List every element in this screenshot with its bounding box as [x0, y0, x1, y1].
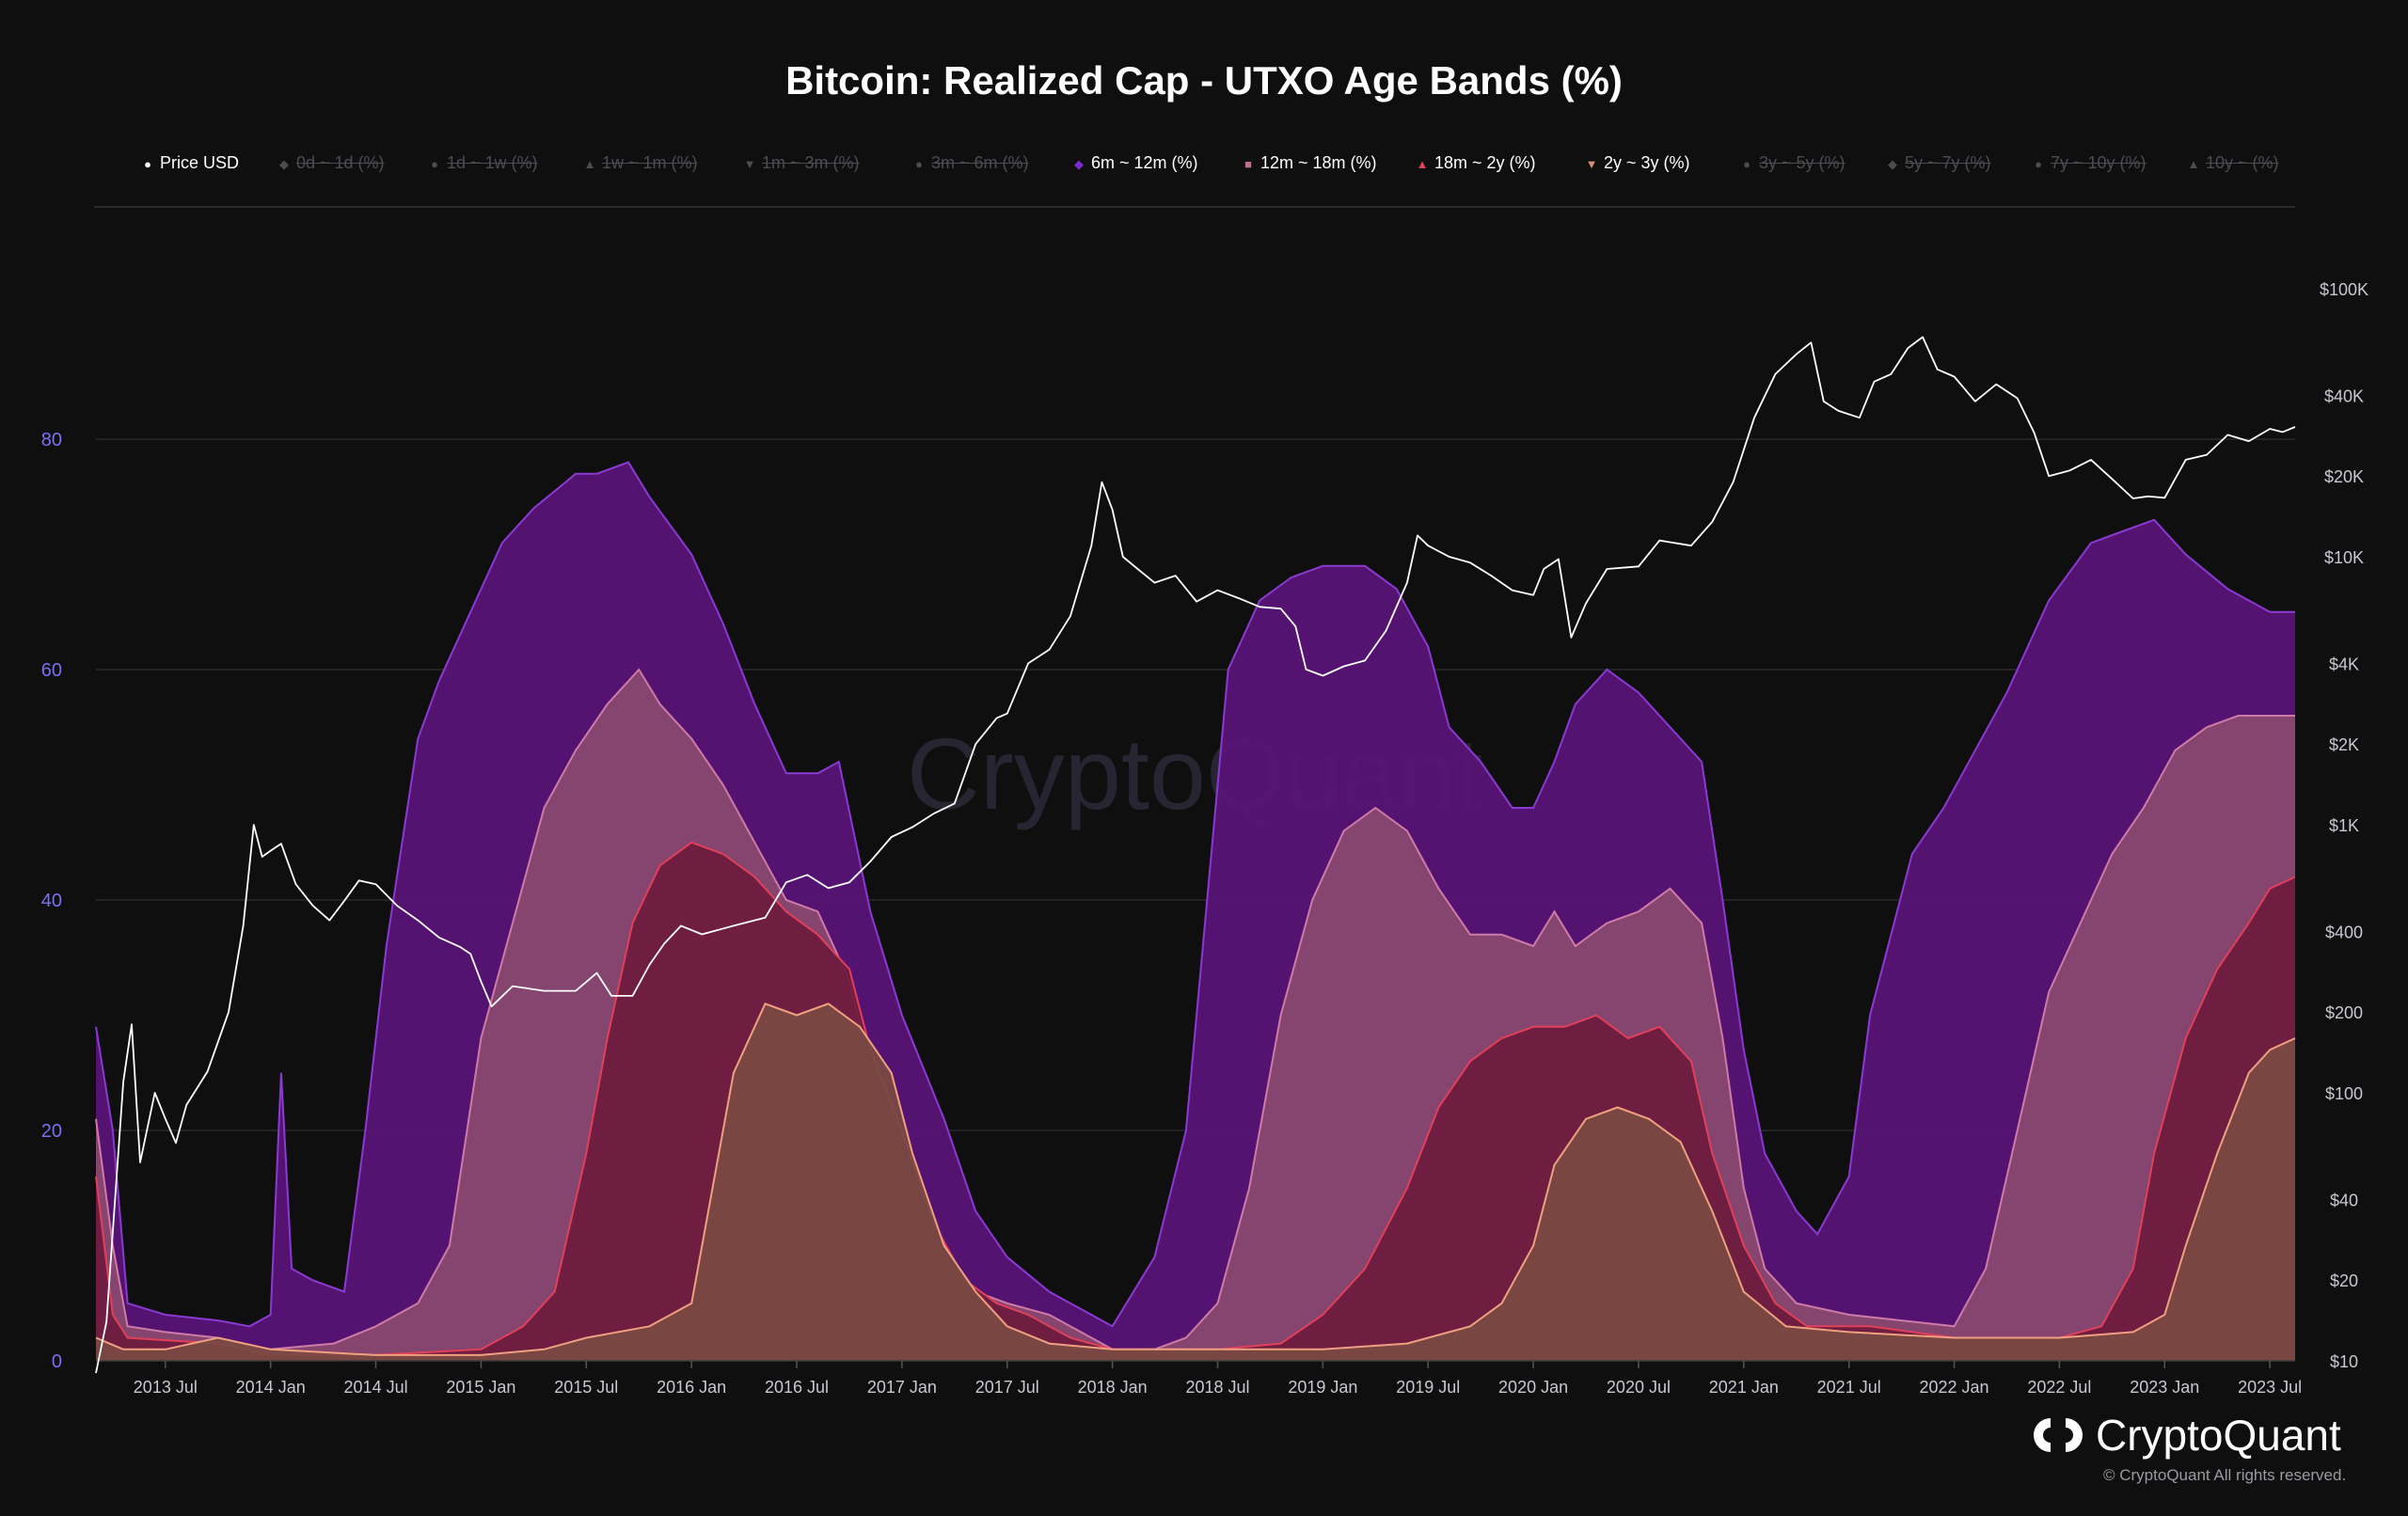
legend-item[interactable]: ▼ 1m ~ 3m (%) — [743, 150, 860, 177]
legend-item[interactable]: ● 3y ~ 5y (%) — [1740, 150, 1846, 177]
legend-label: 1m ~ 3m (%) — [762, 153, 860, 172]
y-right-tick-label: $20 — [2330, 1271, 2358, 1290]
price-line — [95, 336, 2296, 1374]
legend-label: 1d ~ 1w (%) — [447, 153, 538, 172]
legend-symbol-icon: ● — [144, 157, 151, 171]
area-series-line — [95, 1003, 2296, 1356]
legend-symbol-icon: ▼ — [743, 157, 756, 171]
x-tick-label: 2023 Jul — [2238, 1378, 2302, 1397]
x-tick-label: 2020 Jul — [1607, 1378, 1671, 1397]
legend-label: 10y ~ (%) — [2206, 153, 2279, 172]
legend-symbol-icon: ▲ — [1416, 157, 1429, 171]
legend-label: 6m ~ 12m (%) — [1091, 153, 1198, 172]
x-tick-label: 2017 Jul — [975, 1378, 1039, 1397]
x-tick-label: 2020 Jan — [1498, 1378, 1568, 1397]
y-right-tick-label: $100K — [2320, 280, 2368, 299]
legend-symbol-icon: ■ — [1244, 157, 1252, 171]
legend-item[interactable]: ◆ 6m ~ 12m (%) — [1072, 150, 1198, 177]
area-series-line — [95, 461, 2295, 1328]
legend-label: 5y ~ 7y (%) — [1905, 153, 1991, 172]
y-right-tick-label: $1K — [2329, 816, 2359, 835]
legend-label: 1w ~ 1m (%) — [602, 153, 698, 172]
x-tick-label: 2016 Jul — [765, 1378, 829, 1397]
legend-symbol-icon: ▲ — [583, 157, 596, 171]
legend: ● Price USD ◆ 0d ~ 1d (%) ● 1d ~ 1w (%) ▲ 1w ~ … — [141, 150, 2295, 179]
legend-symbol-icon: ◆ — [1074, 157, 1084, 171]
x-tick-label: 2023 Jan — [2130, 1378, 2199, 1397]
y-left-tick-label: 40 — [41, 891, 62, 911]
legend-item[interactable]: ● 3m ~ 6m (%) — [912, 150, 1029, 177]
x-tick-label: 2018 Jan — [1078, 1378, 1148, 1397]
x-tick-label: 2015 Jan — [446, 1378, 515, 1397]
legend-label: 12m ~ 18m (%) — [1260, 153, 1377, 172]
y-left-tick-label: 60 — [41, 660, 62, 681]
cryptoquant-logo-icon — [2034, 1418, 2083, 1452]
legend-label: 2y ~ 3y (%) — [1604, 153, 1690, 172]
legend-item[interactable]: ● Price USD — [141, 150, 239, 177]
legend-symbol-icon: ◆ — [1888, 157, 1897, 171]
legend-item[interactable]: ◆ 0d ~ 1d (%) — [277, 150, 385, 177]
legend-symbol-icon: ◆ — [279, 157, 289, 171]
legend-item[interactable]: ■ 12m ~ 18m (%) — [1242, 150, 1377, 177]
chart-title: Bitcoin: Realized Cap - UTXO Age Bands (… — [785, 58, 1623, 103]
legend-symbol-icon: ▲ — [2187, 157, 2200, 171]
legend-label: 3y ~ 5y (%) — [1759, 153, 1846, 172]
copyright-text: © CryptoQuant All rights reserved. — [2103, 1466, 2347, 1484]
x-tick-label: 2018 Jul — [1185, 1378, 1249, 1397]
legend-symbol-icon: ● — [915, 157, 923, 171]
y-left-tick-label: 20 — [41, 1121, 62, 1142]
legend-item[interactable]: ▲ 18m ~ 2y (%) — [1416, 150, 1536, 177]
legend-label: Price USD — [160, 153, 240, 172]
x-tick-label: 2021 Jan — [1709, 1378, 1779, 1397]
x-tick-label: 2016 Jan — [657, 1378, 726, 1397]
legend-item[interactable]: ◆ 5y ~ 7y (%) — [1886, 150, 1991, 177]
legend-symbol-icon: ● — [2035, 157, 2042, 171]
y-right-tick-label: $10 — [2330, 1352, 2358, 1371]
y-right-tick-label: $200 — [2325, 1003, 2363, 1022]
legend-item[interactable]: ● 7y ~ 10y (%) — [2032, 150, 2147, 177]
x-tick-label: 2021 Jul — [1817, 1378, 1881, 1397]
footer-brand: CryptoQuant — [2096, 1411, 2341, 1460]
y-right-tick-label: $2K — [2329, 735, 2359, 754]
legend-label: 0d ~ 1d (%) — [296, 153, 385, 172]
x-tick-label: 2013 Jul — [134, 1378, 198, 1397]
area-series-line — [95, 841, 2296, 1356]
x-tick-label: 2022 Jul — [2027, 1378, 2091, 1397]
y-left-tick-label: 0 — [52, 1351, 62, 1372]
x-tick-label: 2019 Jan — [1288, 1378, 1357, 1397]
area-series — [96, 462, 2295, 1361]
legend-label: 18m ~ 2y (%) — [1434, 153, 1536, 172]
y-right-tick-label: $400 — [2325, 923, 2363, 941]
legend-label: 3m ~ 6m (%) — [931, 153, 1029, 172]
x-tick-label: 2022 Jan — [1920, 1378, 1989, 1397]
x-tick-label: 2014 Jan — [236, 1378, 306, 1397]
x-tick-label: 2017 Jan — [867, 1378, 937, 1397]
legend-divider — [94, 206, 2295, 208]
y-right-tick-label: $4K — [2329, 655, 2359, 673]
x-tick-label: 2015 Jul — [554, 1378, 618, 1397]
x-tick-label: 2014 Jul — [344, 1378, 408, 1397]
y-right-tick-label: $20K — [2324, 467, 2364, 486]
y-right-tick-label: $10K — [2324, 548, 2364, 567]
y-right-tick-label: $40 — [2330, 1191, 2358, 1209]
y-right-tick-label: $100 — [2325, 1084, 2363, 1103]
cryptoquant-logo: CryptoQuant — [2032, 1409, 2341, 1461]
legend-symbol-icon: ● — [1743, 157, 1751, 171]
legend-label: 7y ~ 10y (%) — [2051, 153, 2147, 172]
legend-symbol-icon: ● — [431, 157, 438, 171]
y-left-tick-label: 80 — [41, 430, 62, 450]
legend-item[interactable]: ▲ 10y ~ (%) — [2187, 150, 2279, 177]
area-series-line — [95, 668, 2295, 1350]
x-tick-label: 2019 Jul — [1396, 1378, 1460, 1397]
legend-symbol-icon: ▼ — [1585, 157, 1598, 171]
legend-item[interactable]: ▲ 1w ~ 1m (%) — [583, 150, 698, 177]
legend-item[interactable]: ● 1d ~ 1w (%) — [428, 150, 538, 177]
y-right-tick-label: $40K — [2324, 387, 2364, 405]
legend-item[interactable]: ▼ 2y ~ 3y (%) — [1585, 150, 1690, 177]
